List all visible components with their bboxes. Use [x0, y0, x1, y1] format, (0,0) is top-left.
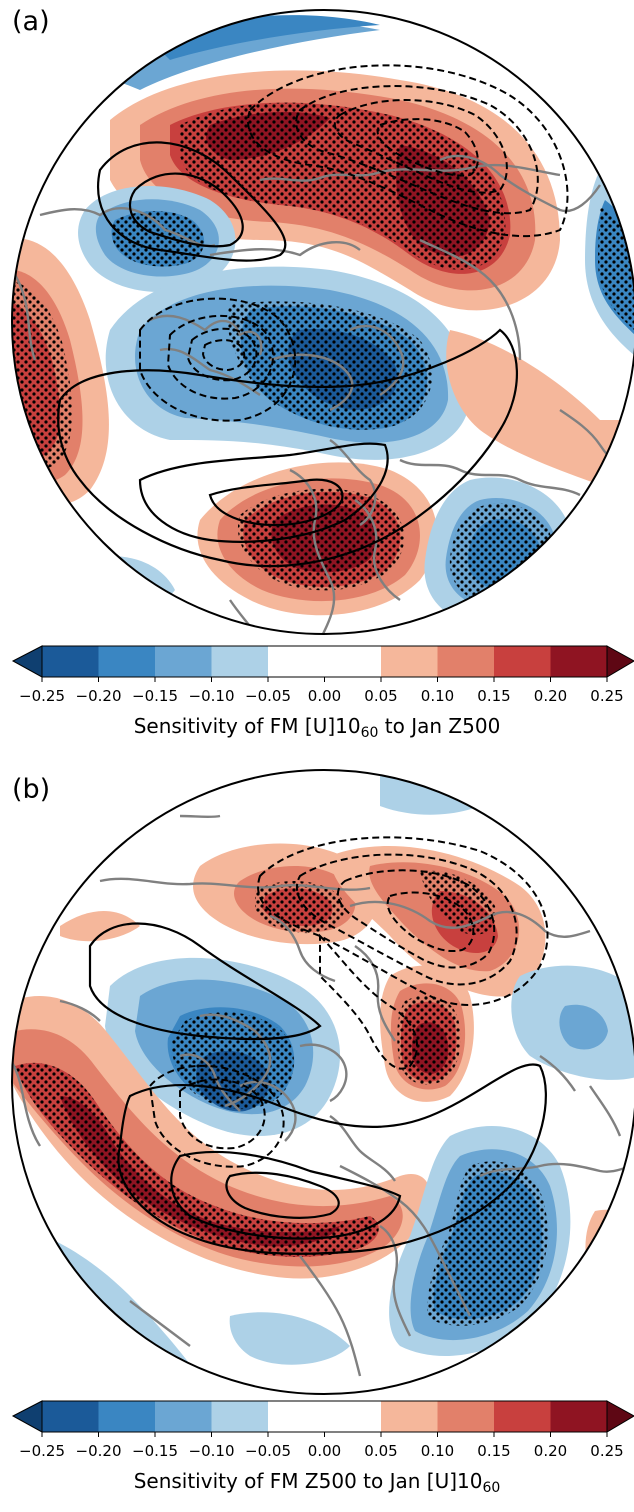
tick-label: −0.10 [188, 687, 235, 705]
panel-b-label: (b) [12, 774, 51, 805]
tick-label: 0.10 [420, 687, 455, 705]
tick-label: 0.20 [533, 687, 568, 705]
tick-label: −0.05 [245, 687, 291, 705]
z500-contours [88, 922, 547, 1255]
tick-label: 0.15 [477, 687, 511, 705]
colorbar-under-arrow [11, 1400, 43, 1433]
tick-label: 0.25 [590, 1442, 624, 1460]
tick-label: −0.15 [132, 1442, 178, 1460]
panel-a-map [11, 9, 634, 682]
panel-a-label: (a) [12, 6, 50, 37]
coastlines [12, 154, 634, 634]
caption-main: Sensitivity of FM [U]10 [133, 714, 361, 738]
panel-b: (b) [0, 756, 634, 1512]
colorbar-over-arrow [606, 645, 634, 678]
tick-label: 0.05 [364, 1442, 398, 1460]
caption-tail: to Jan Z500 [378, 714, 501, 738]
tick-label: −0.05 [245, 1442, 291, 1460]
colorbar-under-arrow [11, 645, 43, 678]
z500-contours [57, 141, 519, 568]
z500-contours-negative [139, 64, 569, 422]
tick-label: −0.10 [188, 1442, 235, 1460]
panel-a: (a) [0, 6, 634, 741]
colorbar-b-caption: Sensitivity of FM Z500 to Jan [U]1060 [0, 1469, 634, 1496]
tick-label: 0.00 [307, 687, 342, 705]
tick-label: −0.20 [75, 687, 122, 705]
colorbar-a [11, 645, 634, 682]
tick-label: 0.05 [364, 687, 398, 705]
tick-label: −0.25 [19, 1442, 65, 1460]
tick-label: −0.25 [19, 687, 65, 705]
colorbar-a-caption: Sensitivity of FM [U]1060 to Jan Z500 [0, 714, 634, 741]
tick-label: 0.25 [590, 687, 624, 705]
tick-label: 0.15 [477, 1442, 511, 1460]
tick-label: −0.20 [75, 1442, 122, 1460]
tick-label: 0.10 [420, 1442, 455, 1460]
caption-main: Sensitivity of FM Z500 to Jan [U]10 [133, 1469, 483, 1493]
tick-label: −0.15 [132, 687, 178, 705]
coastlines [12, 814, 634, 1377]
colorbar-b [11, 1400, 634, 1437]
tick-label: 0.20 [533, 1442, 568, 1460]
panel-b-map [11, 769, 634, 1437]
z500-contours-negative [148, 836, 549, 1168]
caption-sub: 60 [360, 725, 379, 741]
colorbar-over-arrow [606, 1400, 634, 1433]
tick-label: 0.00 [307, 1442, 342, 1460]
caption-sub: 60 [482, 1480, 501, 1496]
